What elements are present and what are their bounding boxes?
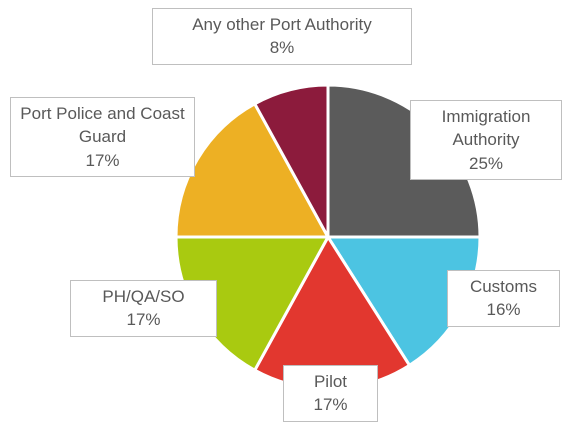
data-label: Customs 16% xyxy=(447,270,560,327)
label-value: 16% xyxy=(486,300,521,320)
data-label: Immigration Authority 25% xyxy=(410,100,562,181)
label-name: Immigration Authority xyxy=(441,107,531,150)
label-value: 17% xyxy=(313,395,348,415)
pie-slice xyxy=(174,101,331,239)
data-label: Port Police and Coast Guard 17% xyxy=(10,97,195,178)
label-value: 8% xyxy=(269,38,295,58)
label-name: Customs xyxy=(469,277,538,296)
label-value: 17% xyxy=(126,310,161,330)
label-name: PH/QA/SO xyxy=(102,287,185,306)
label-name: Port Police and Coast Guard xyxy=(20,104,185,147)
data-label: PH/QA/SO 17% xyxy=(70,280,217,337)
label-name: Any other Port Authority xyxy=(192,15,372,34)
data-label: Pilot 17% xyxy=(283,365,378,422)
label-value: 17% xyxy=(85,150,120,170)
data-label: Any other Port Authority 8% xyxy=(152,8,412,65)
pie-slice xyxy=(252,83,330,238)
label-value: 25% xyxy=(468,153,504,173)
label-name: Pilot xyxy=(313,372,348,391)
